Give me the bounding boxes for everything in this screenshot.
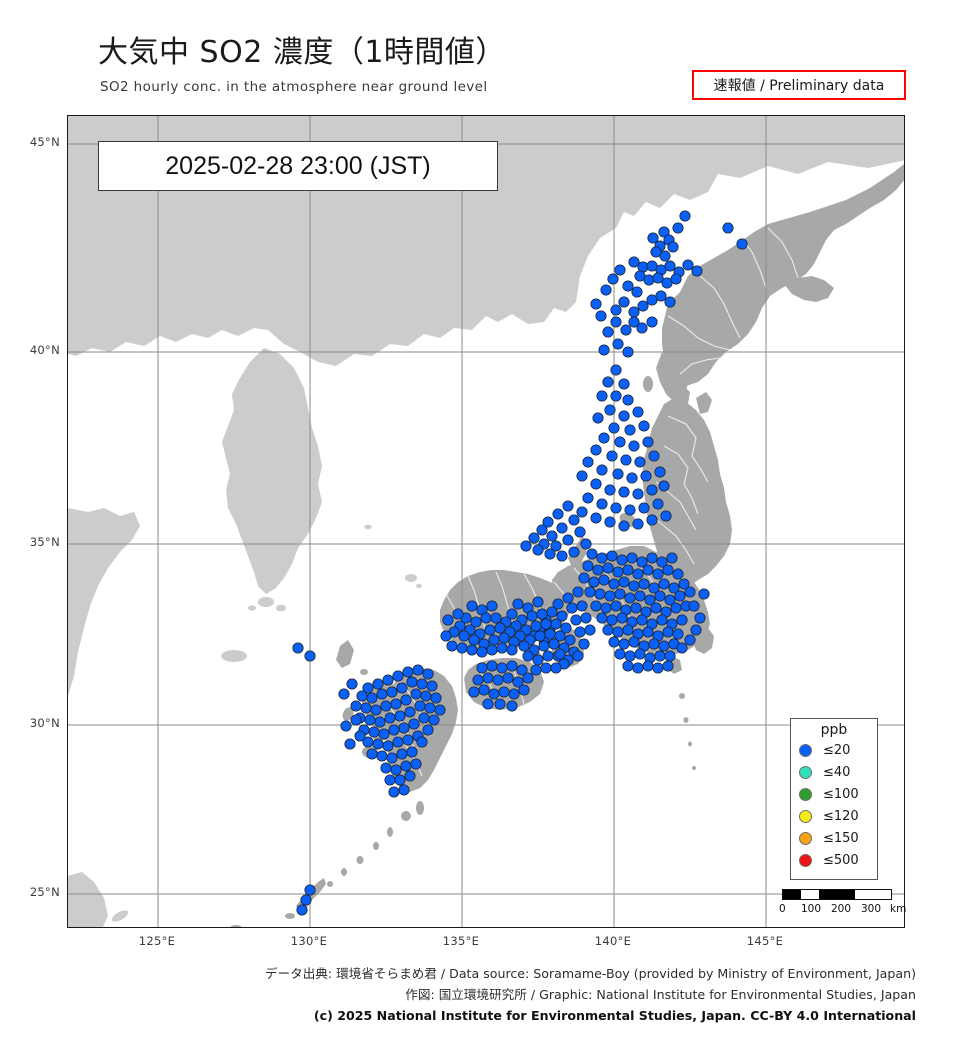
timestamp-label: 2025-02-28 23:00 (JST)	[98, 141, 498, 191]
scalebar-tick-200: 200	[831, 903, 852, 915]
scalebar-tick-0: 0	[779, 903, 786, 915]
legend-item[interactable]: ≤40	[791, 761, 877, 783]
japan-landmass	[230, 164, 904, 927]
map-svg	[68, 116, 904, 927]
legend-label: ≤40	[823, 764, 851, 780]
legend-label: ≤500	[823, 852, 859, 868]
legend-swatch-icon	[799, 853, 812, 867]
lat-tick-25n: 25°N	[29, 885, 60, 899]
legend-label: ≤120	[823, 808, 859, 824]
scalebar-unit: km	[890, 903, 907, 915]
scalebar-tick-300: 300	[861, 903, 882, 915]
footer-copyright: (c) 2025 National Institute for Environm…	[313, 1008, 916, 1023]
legend-swatch-icon	[799, 787, 812, 801]
page-subtitle: SO2 hourly conc. in the atmosphere near …	[100, 79, 488, 95]
page-title: 大気中 SO2 濃度（1時間値）	[98, 35, 506, 70]
legend-swatch-icon	[799, 765, 812, 779]
lon-tick-140e: 140°E	[594, 934, 632, 948]
scalebar-segment	[783, 890, 801, 899]
legend-label: ≤150	[823, 830, 859, 846]
legend-item[interactable]: ≤20	[791, 739, 877, 761]
preliminary-data-badge: 速報値 / Preliminary data	[692, 70, 906, 100]
scalebar-segment	[819, 890, 855, 899]
lat-tick-35n: 35°N	[29, 535, 60, 549]
map-plot-area[interactable]	[67, 115, 905, 928]
lon-tick-145e: 145°E	[746, 934, 784, 948]
concentration-legend: ppb ≤20 ≤40 ≤100 ≤120 ≤150 ≤500	[790, 718, 878, 880]
footer-graphic-credit: 作図: 国立環境研究所 / Graphic: National Institut…	[405, 987, 916, 1002]
scalebar-track	[782, 889, 892, 900]
legend-item[interactable]: ≤120	[791, 805, 877, 827]
footer-data-source: データ出典: 環境省そらまめ君 / Data source: Soramame-…	[264, 966, 916, 981]
legend-swatch-icon	[799, 809, 812, 823]
legend-item[interactable]: ≤150	[791, 827, 877, 849]
scalebar-labels: 0 100 200 300 km	[774, 903, 907, 919]
lon-tick-125e: 125°E	[138, 934, 176, 948]
footer: データ出典: 環境省そらまめ君 / Data source: Soramame-…	[0, 963, 916, 1026]
legend-swatch-icon	[799, 743, 812, 757]
legend-item[interactable]: ≤500	[791, 849, 877, 871]
legend-swatch-icon	[799, 831, 812, 845]
lon-tick-130e: 130°E	[290, 934, 328, 948]
lat-tick-40n: 40°N	[29, 343, 60, 357]
lat-tick-45n: 45°N	[29, 135, 60, 149]
legend-label: ≤20	[823, 742, 851, 758]
legend-title: ppb	[820, 722, 848, 738]
lon-tick-135e: 135°E	[442, 934, 480, 948]
map-scalebar: 0 100 200 300 km	[779, 889, 906, 925]
lat-tick-30n: 30°N	[29, 716, 60, 730]
legend-label: ≤100	[823, 786, 859, 802]
so2-station-points	[292, 210, 748, 916]
scalebar-tick-100: 100	[801, 903, 822, 915]
legend-item[interactable]: ≤100	[791, 783, 877, 805]
